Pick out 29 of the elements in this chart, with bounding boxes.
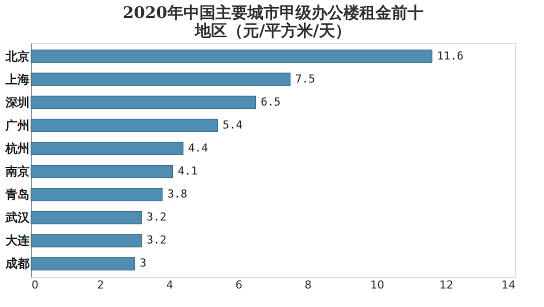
data-label: 4.1 [178,164,198,178]
x-tick-label: 2 [97,278,104,292]
y-tick-label: 上海 [4,72,30,86]
y-tick-label: 北京 [4,49,30,64]
data-label: 3.2 [146,210,167,224]
y-tick-label: 武汉 [4,210,30,225]
x-tick-label: 12 [439,278,454,292]
y-tick-label: 南京 [4,164,30,179]
y-tick-label: 广州 [4,118,30,132]
y-tick-label: 成都 [4,256,30,271]
x-tick-label: 14 [502,278,516,292]
y-tick-label: 大连 [6,234,30,248]
chart-title: 2020年中国主要城市甲级办公楼租金前十地区（元/平方米/天） [122,3,424,40]
x-tick-label: 4 [166,278,174,292]
x-tick-label: 0 [32,278,38,292]
data-label: 4.4 [188,141,208,154]
y-tick-label: 青岛 [4,188,30,202]
y-tick-label: 深圳 [4,95,30,110]
data-label: 3.8 [167,188,188,201]
data-label: 3.2 [146,234,167,247]
data-label: 5.4 [222,118,243,132]
x-tick-label: 10 [370,278,384,292]
data-label: 7.5 [295,72,316,86]
data-label: 11.6 [437,49,464,62]
x-tick-label: 8 [304,278,312,292]
data-label: 3 [140,256,146,270]
y-tick-label: 杭州 [4,141,30,156]
data-label: 6.5 [260,95,281,108]
x-tick-label: 6 [235,278,242,292]
